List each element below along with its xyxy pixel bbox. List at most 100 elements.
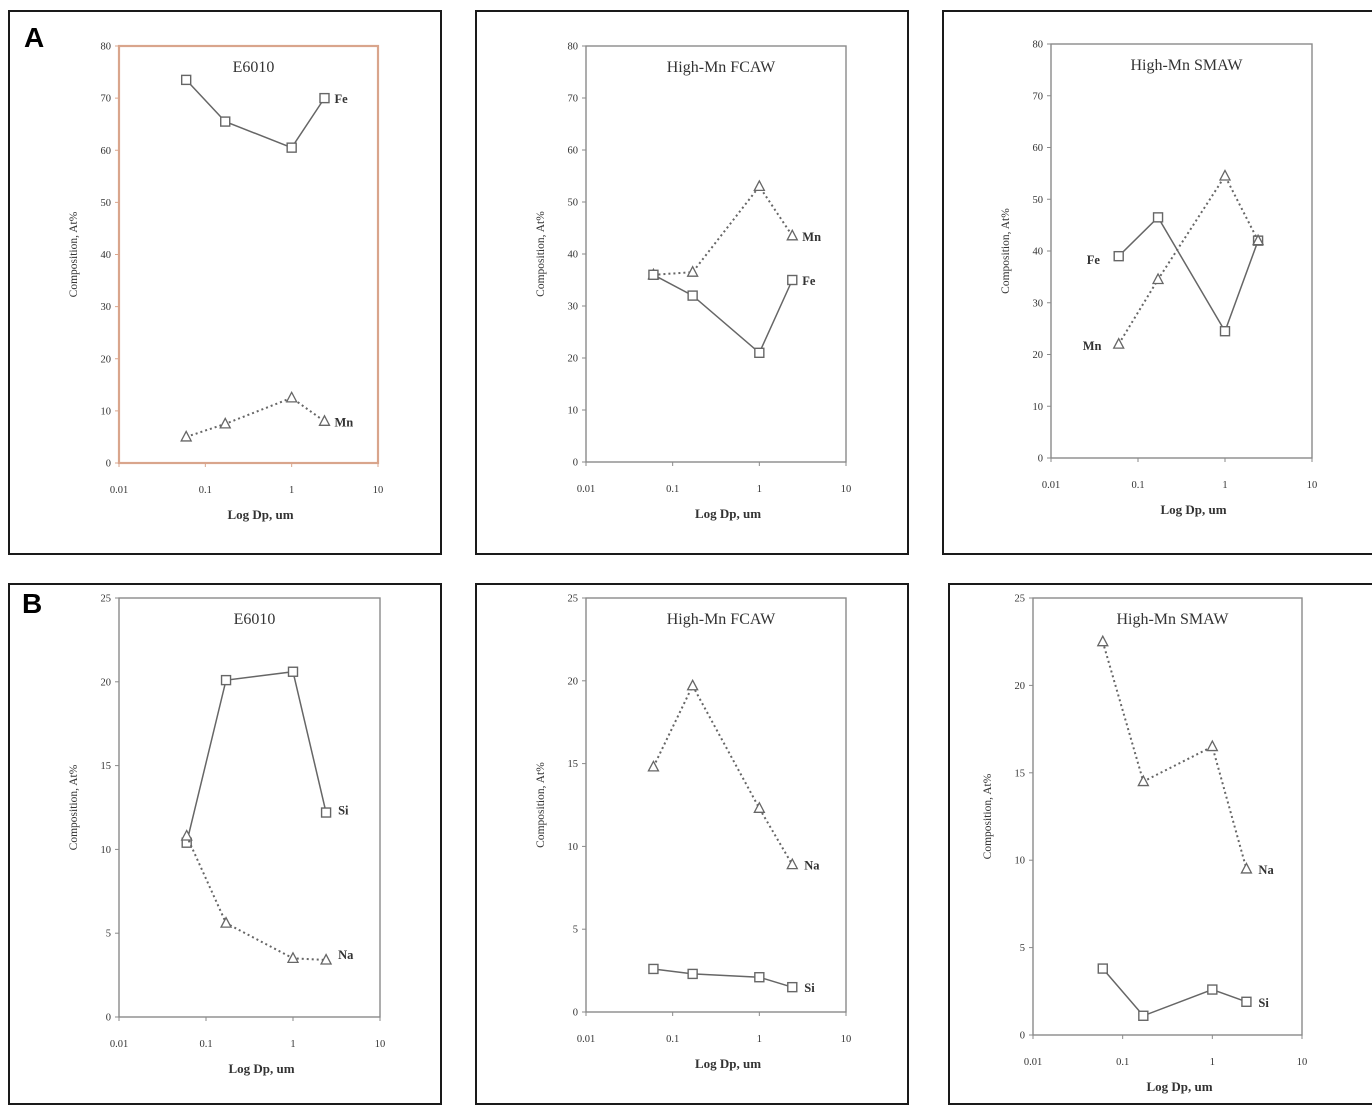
series-line-na [1101, 641, 1248, 870]
data-point-si [754, 972, 765, 983]
y-tick-label: 40 [101, 250, 112, 261]
series-label-mn: Mn [1083, 339, 1102, 353]
y-axis-label: Composition, At% [982, 773, 994, 859]
data-point-fe [1113, 250, 1124, 262]
y-tick-label: 20 [101, 354, 112, 365]
x-tick-label: 10 [373, 485, 384, 496]
y-tick-label: 15 [1015, 768, 1026, 779]
x-tick-label: 0.01 [110, 1039, 128, 1050]
data-point-fe [787, 274, 798, 286]
y-tick-label: 30 [1033, 298, 1044, 309]
chart-title: E6010 [233, 59, 275, 76]
y-tick-label: 10 [101, 845, 112, 856]
x-axis-label: Log Dp, um [1160, 502, 1226, 517]
chart-2: 0 10 20 30 40 50 60 70 80 0.01 0.1 1 10 High-Mn FCAW L… [535, 42, 851, 522]
plot-frame [117, 44, 380, 465]
y-tick-label: 10 [568, 842, 579, 853]
y-tick-label: 5 [1020, 943, 1025, 954]
data-point-mn [180, 430, 193, 442]
data-point-na [647, 760, 660, 772]
data-point-mn [1112, 337, 1125, 349]
x-tick-label: 1 [1210, 1057, 1215, 1068]
data-point-si [687, 968, 698, 980]
y-tick-label: 10 [1033, 402, 1044, 413]
y-tick-label: 40 [568, 250, 579, 261]
chart-4: 0 5 10 15 20 25 0.01 0.1 1 10 E6010 Log Dp, um Compo… [68, 594, 385, 1077]
data-point-si [787, 981, 798, 993]
y-tick-label: 30 [101, 302, 112, 313]
x-tick-label: 1 [289, 485, 294, 496]
data-point-na [753, 801, 766, 813]
data-point-fe [687, 290, 698, 301]
y-tick-label: 60 [101, 146, 112, 157]
y-tick-label: 5 [106, 929, 111, 940]
data-point-na [286, 951, 300, 963]
y-tick-label: 20 [101, 677, 112, 688]
series-line-si [653, 968, 793, 988]
chart-1: 0 10 20 30 40 50 60 70 80 0.01 0.1 1 10 E6010 Log Dp, … [68, 42, 383, 523]
data-point-fe [648, 269, 659, 280]
x-tick-label: 1 [757, 1034, 762, 1045]
y-tick-label: 0 [573, 1008, 578, 1019]
data-point-na [320, 953, 333, 965]
x-axis-label: Log Dp, um [228, 1061, 294, 1076]
data-point-si [1207, 984, 1218, 995]
data-point-fe [220, 116, 231, 127]
x-axis-label: Log Dp, um [1146, 1079, 1212, 1094]
series-line-fe [185, 79, 326, 149]
data-point-mn [1252, 233, 1265, 246]
plot-frame [585, 597, 847, 1013]
y-tick-label: 60 [568, 146, 579, 157]
data-point-na [786, 857, 799, 870]
x-axis-label: Log Dp, um [227, 507, 293, 522]
x-tick-label: 0.01 [577, 1034, 595, 1045]
x-tick-label: 0.01 [1042, 480, 1060, 491]
y-axis-label: Composition, At% [535, 762, 547, 848]
y-tick-label: 80 [101, 42, 112, 53]
x-tick-label: 0.1 [1131, 480, 1144, 491]
data-point-mn [1218, 169, 1232, 181]
data-point-fe [754, 347, 765, 358]
data-point-si [320, 807, 332, 818]
series-label-na: Na [804, 859, 820, 873]
x-axis-label: Log Dp, um [695, 1056, 761, 1071]
data-point-mn [318, 414, 331, 426]
y-tick-label: 0 [573, 458, 578, 469]
data-point-na [1206, 739, 1219, 752]
x-tick-label: 1 [290, 1039, 295, 1050]
data-point-si [1241, 996, 1252, 1007]
series-label-mn: Mn [802, 230, 821, 244]
series-line-si [185, 670, 327, 843]
x-tick-label: 0.1 [199, 1039, 212, 1050]
y-tick-label: 20 [1033, 350, 1044, 361]
y-tick-label: 70 [568, 94, 579, 105]
x-tick-label: 10 [375, 1039, 386, 1050]
series-label-fe: Fe [802, 274, 816, 288]
data-point-si [1097, 963, 1108, 974]
y-tick-label: 0 [1038, 454, 1043, 465]
data-point-fe [286, 142, 297, 153]
data-point-na [686, 678, 699, 691]
series-line-mn [185, 396, 326, 438]
y-tick-label: 20 [1015, 681, 1026, 692]
series-label-na: Na [338, 948, 354, 962]
series-label-fe: Fe [334, 92, 348, 106]
series-label-si: Si [338, 804, 349, 818]
y-axis-label: Composition, At% [68, 764, 80, 850]
series-label-na: Na [1258, 863, 1274, 877]
y-tick-label: 80 [1033, 40, 1044, 51]
y-tick-label: 25 [1015, 594, 1026, 605]
chart-5: 0 5 10 15 20 25 0.01 0.1 1 10 High-Mn FCAW Log Dp, … [535, 594, 851, 1072]
x-tick-label: 10 [841, 484, 852, 495]
chart-title: High-Mn SMAW [1116, 611, 1229, 628]
x-tick-label: 0.1 [666, 1034, 679, 1045]
y-axis-label: Composition, At% [68, 211, 80, 297]
data-point-fe [180, 74, 192, 86]
x-tick-label: 10 [841, 1034, 852, 1045]
data-point-na [219, 916, 233, 928]
y-axis-label: Composition, At% [1000, 208, 1012, 294]
data-point-mn [786, 228, 799, 241]
y-axis-label: Composition, At% [535, 211, 547, 297]
data-point-mn [686, 265, 699, 277]
